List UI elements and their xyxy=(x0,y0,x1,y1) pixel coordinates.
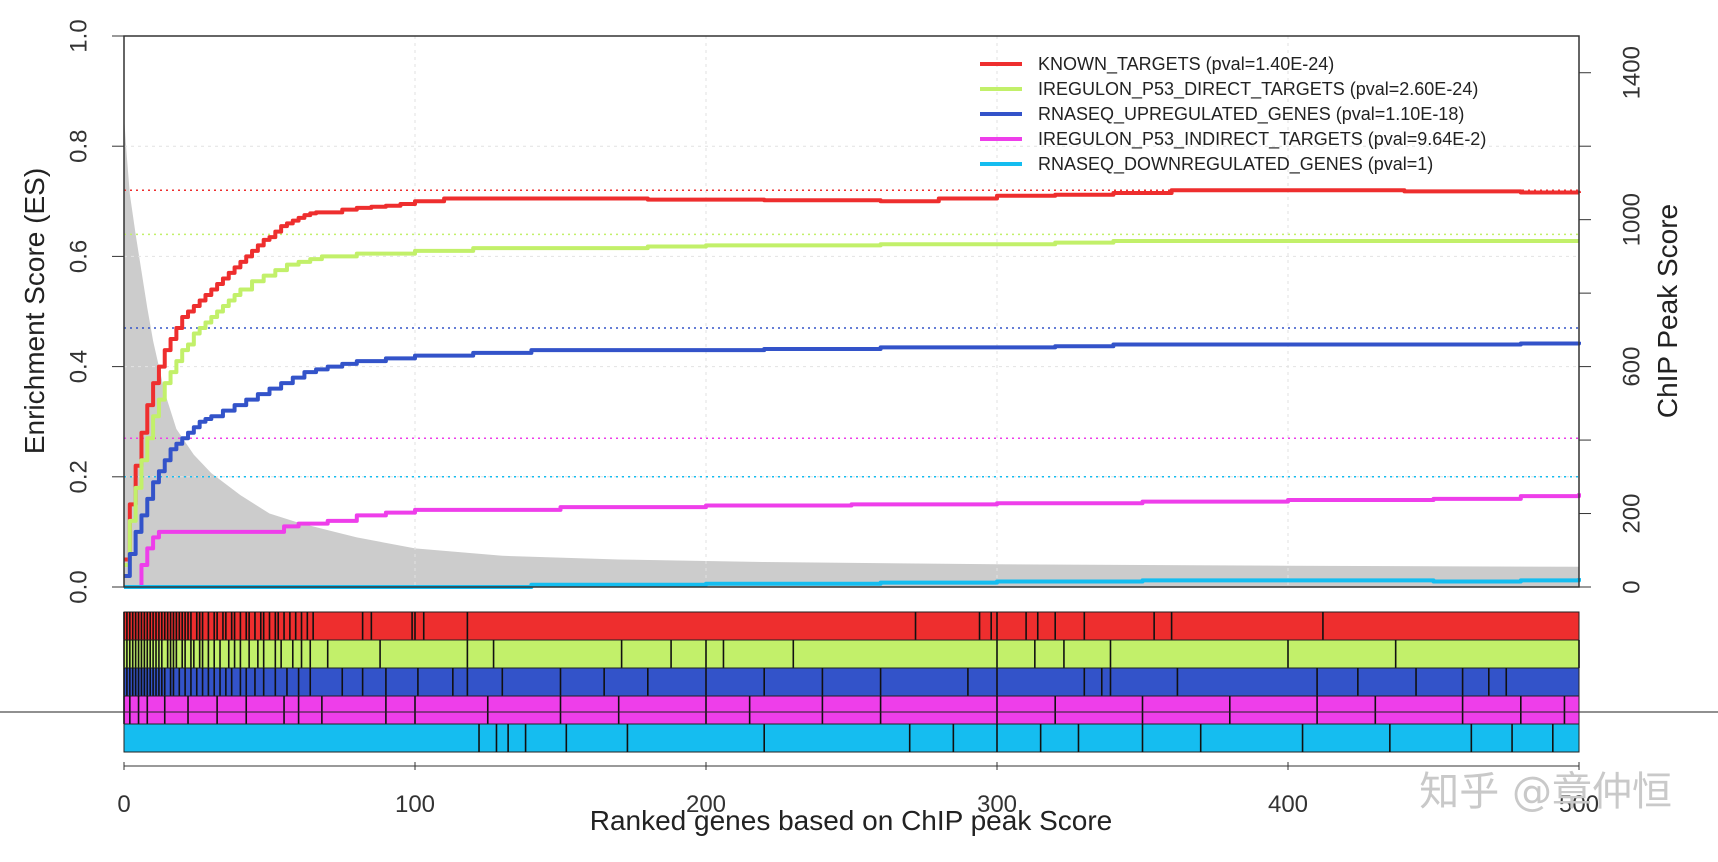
y-right-tick-label: 600 xyxy=(1618,347,1645,387)
x-tick-label: 200 xyxy=(686,791,726,818)
y-axis-left-title: Enrichment Score (ES) xyxy=(19,168,50,454)
legend-label: KNOWN_TARGETS (pval=1.40E-24) xyxy=(1038,54,1334,75)
legend-label: RNASEQ_DOWNREGULATED_GENES (pval=1) xyxy=(1038,154,1433,175)
y-left-tick-label: 1.0 xyxy=(65,19,92,52)
x-tick-label: 300 xyxy=(977,791,1017,818)
series-line-rnaseq-upregulated-genes xyxy=(124,341,1581,578)
series-line-iregulon-p53-indirect-targets xyxy=(124,493,1581,589)
x-tick-label: 0 xyxy=(117,791,130,818)
y-left-tick-label: 0.6 xyxy=(65,240,92,273)
series-line-rnaseq-downregulated-genes xyxy=(124,578,1581,589)
y-axis-right-title: ChIP Peak Score xyxy=(1652,204,1683,418)
chip-peak-score-area-layer xyxy=(124,116,1579,588)
hit-strip xyxy=(123,723,1580,753)
x-tick-label: 500 xyxy=(1559,791,1599,818)
hit-strip-layer xyxy=(123,611,1580,753)
hit-strip xyxy=(123,639,1580,669)
series-line-known-targets xyxy=(124,188,1581,562)
y-left-tick-label: 0.2 xyxy=(65,460,92,493)
y-left-tick-label: 0.0 xyxy=(65,570,92,603)
y-left-tick-label: 0.8 xyxy=(65,130,92,163)
plot-frame xyxy=(123,35,1580,588)
legend: KNOWN_TARGETS (pval=1.40E-24) IREGULON_P5… xyxy=(980,54,1486,175)
x-axis-title: Ranked genes based on ChIP peak Score xyxy=(590,805,1113,836)
legend-label: IREGULON_P53_DIRECT_TARGETS (pval=2.60E-… xyxy=(1038,79,1478,100)
axis-layer: 0 100 200 300 400 500 0.0 0.2 0.4 0.6 0.8 1.0 0 200 60… xyxy=(65,19,1645,818)
series-layer xyxy=(124,188,1581,589)
watermark: 知乎 @章仲恒 xyxy=(1419,769,1672,815)
x-tick-label: 400 xyxy=(1268,791,1308,818)
hit-strip xyxy=(123,611,1580,641)
chip-peak-score-area xyxy=(124,116,1579,588)
y-right-tick-label: 1400 xyxy=(1618,46,1645,99)
max-es-line-layer xyxy=(124,189,1579,478)
y-right-tick-label: 200 xyxy=(1618,494,1645,534)
hit-strip xyxy=(123,695,1580,725)
series-line-iregulon-p53-direct-targets xyxy=(124,238,1579,567)
x-tick-label: 100 xyxy=(395,791,435,818)
y-right-tick-label: 0 xyxy=(1618,580,1645,593)
legend-label: IREGULON_P53_INDIRECT_TARGETS (pval=9.64… xyxy=(1038,129,1486,150)
legend-label: RNASEQ_UPREGULATED_GENES (pval=1.10E-18) xyxy=(1038,104,1464,125)
y-right-tick-label: 1000 xyxy=(1618,193,1645,246)
y-left-tick-label: 0.4 xyxy=(65,350,92,383)
